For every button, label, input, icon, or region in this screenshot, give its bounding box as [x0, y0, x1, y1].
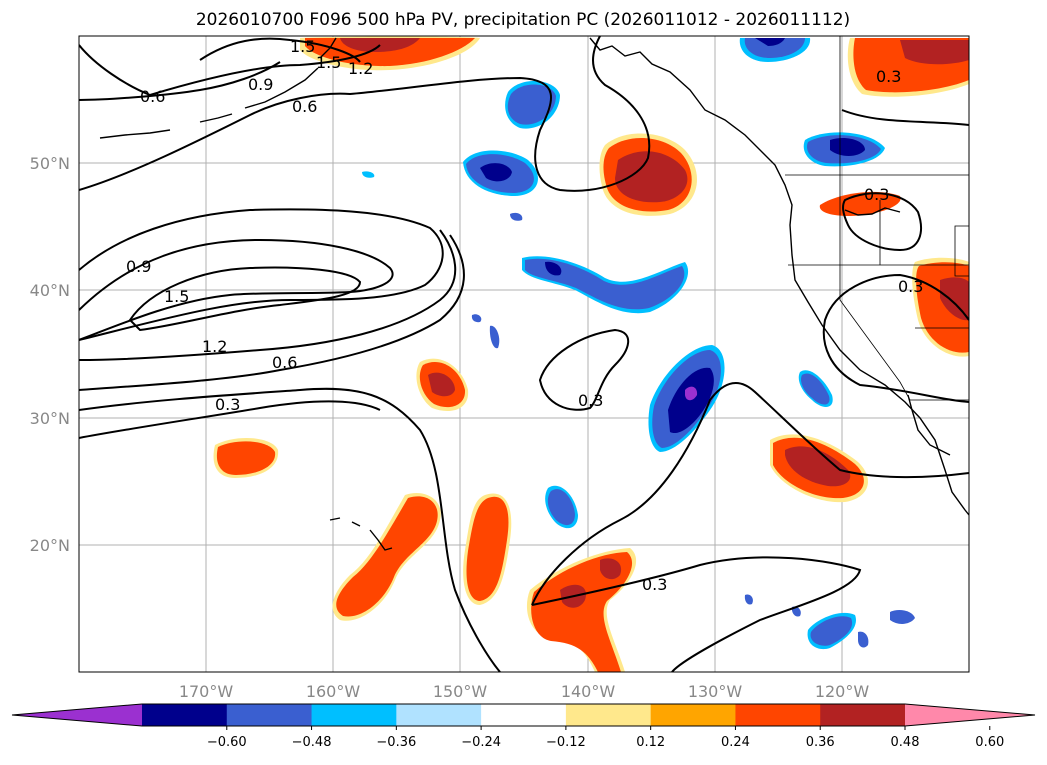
colorbar-tick-label: −0.48 [292, 735, 332, 750]
lat-label-30n: 30°N [30, 409, 70, 428]
colorbar-tick-label: −0.12 [546, 735, 586, 750]
lon-label-170w: 170°W [179, 682, 234, 701]
colorbar-tick-label: 0.36 [806, 735, 835, 750]
pv-contour-label: 0.6 [140, 87, 165, 106]
colorbar-extend-high [905, 704, 1035, 726]
pv-contour-label: 1.5 [290, 37, 315, 56]
lon-label-130w: 130°W [688, 682, 743, 701]
pv-contour-label: 0.3 [215, 395, 240, 414]
colorbar-segment [735, 704, 820, 726]
colorbar-segment [396, 704, 481, 726]
pv-contour-label: 1.2 [202, 337, 227, 356]
pv-contour-label: 0.6 [292, 97, 317, 116]
pv-contour-label: 1.2 [348, 59, 373, 78]
colorbar-segment [566, 704, 651, 726]
colorbar-segment [651, 704, 736, 726]
colorbar-tick-label: −0.24 [461, 735, 501, 750]
lat-label-50n: 50°N [30, 154, 70, 173]
longitude-labels: 170°W 160°W 150°W 140°W 130°W 120°W [179, 682, 870, 701]
lat-label-40n: 40°N [30, 281, 70, 300]
colorbar-tick-label: −0.36 [376, 735, 416, 750]
colorbar-tick-label: 0.60 [975, 735, 1004, 750]
lon-label-140w: 140°W [561, 682, 616, 701]
pv-contour-label: 0.3 [876, 67, 901, 86]
pv-contour-label: 0.6 [272, 353, 297, 372]
lon-label-150w: 150°W [433, 682, 488, 701]
lon-label-120w: 120°W [815, 682, 870, 701]
pv-contour-label: 0.9 [126, 257, 151, 276]
colorbar-segment [312, 704, 397, 726]
pv-contour-label: 0.3 [642, 575, 667, 594]
latitude-labels: 50°N 40°N 30°N 20°N [30, 154, 70, 555]
colorbar-tick-label: 0.24 [721, 735, 750, 750]
colorbar-extend-low [12, 704, 142, 726]
colorbar-tick-label: −0.60 [207, 735, 247, 750]
colorbar-segment [227, 704, 312, 726]
colorbar-segment [481, 704, 566, 726]
colorbar-segment [820, 704, 905, 726]
colorbar-segment [142, 704, 227, 726]
pv-contour-label: 0.3 [578, 391, 603, 410]
pv-contour-label: 1.5 [164, 287, 189, 306]
pv-contour-label: 0.3 [898, 277, 923, 296]
pv-contour-label: 0.9 [248, 75, 273, 94]
lat-label-20n: 20°N [30, 536, 70, 555]
pv-contour-label: 0.3 [864, 185, 889, 204]
colorbar-tick-label: 0.12 [636, 735, 665, 750]
figure-title: 2026010700 F096 500 hPa PV, precipitatio… [196, 10, 850, 30]
map-panel: 1.5 1.5 1.2 0.9 0.6 0.6 0.9 1.5 1.2 0.6 … [79, 36, 969, 672]
colorbar-tick-label: 0.48 [891, 735, 920, 750]
colorbar: −0.60 −0.48 −0.36 −0.24 −0.12 0.12 0.24 0.36 0.4… [12, 704, 1035, 750]
lon-label-160w: 160°W [306, 682, 361, 701]
pv-contour-label: 1.5 [316, 53, 341, 72]
